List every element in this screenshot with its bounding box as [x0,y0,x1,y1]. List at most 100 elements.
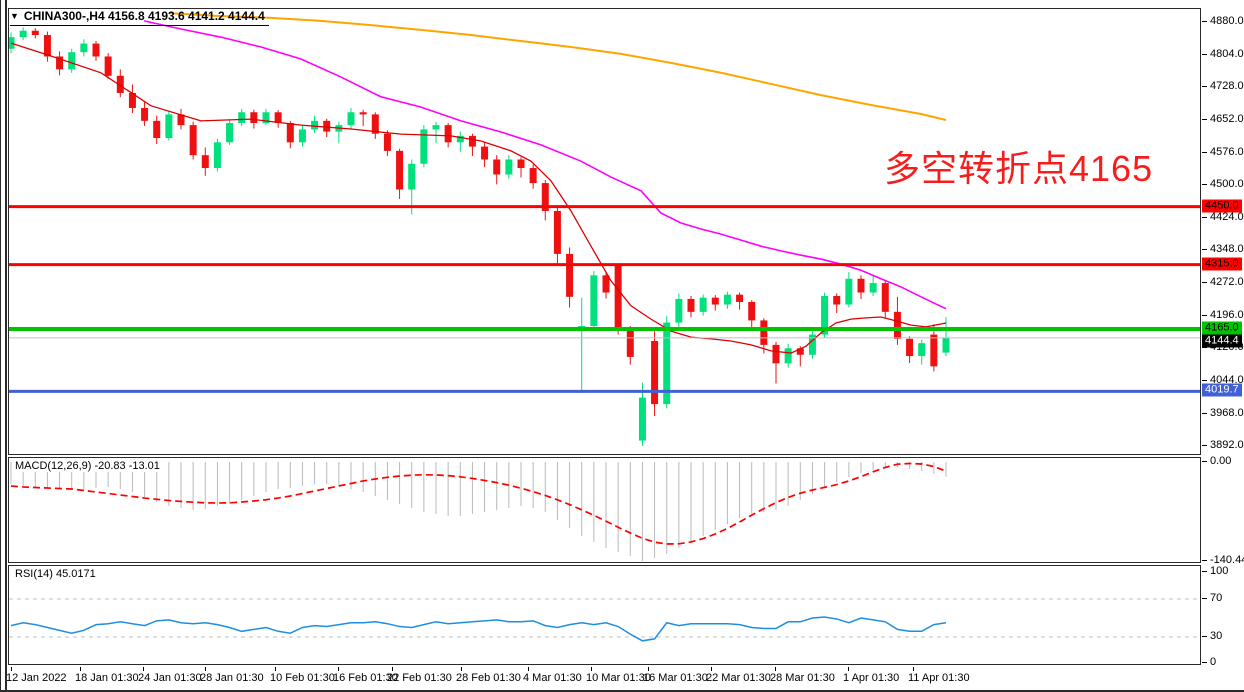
bear-candle [493,155,501,185]
rsi-label: RSI(14) 45.0171 [13,568,98,580]
price-tick-mark [1202,53,1207,55]
price-tick-mark [1202,86,1207,88]
candlestick-plot[interactable] [9,9,1200,454]
main-price-chart[interactable] [8,8,1201,455]
rsi-plot[interactable] [9,566,1200,664]
bear-candle [286,120,294,149]
rsi-line [10,616,947,642]
rsi-axis-label: 0 [1210,656,1217,668]
time-label: 16 Mar 01:30 [643,672,708,684]
time-label: 22 Mar 01:30 [706,672,771,684]
bear-candle [736,292,744,310]
time-label: 10 Feb 01:30 [270,672,335,684]
time-tick-mark [275,667,276,671]
time-label: 12 Jan 2022 [6,672,67,684]
current-price-chip: 4144.4 [1202,334,1242,348]
bear-candle [614,263,622,335]
rsi-axis-tick [1202,636,1207,637]
bear-candle [396,148,404,199]
bull-candle [19,27,27,41]
bull-candle [213,138,221,172]
symbol-ohlc-title: CHINA300-,H4 4156.8 4193.6 4141.2 4144.4 [23,9,265,23]
bull-candle [311,115,319,133]
macd-plot[interactable] [9,458,1200,562]
rsi-axis-tick [1202,662,1207,663]
price-tick-mark [1202,412,1207,414]
window-bottom-edge [0,690,1244,692]
bull-candle [347,107,355,130]
bear-candle [31,28,39,39]
rsi-axis-label: 100 [1210,565,1229,577]
bear-candle [626,325,634,365]
macd-signal-line [10,462,947,545]
bear-candle [760,318,768,354]
bear-candle [930,324,938,372]
price-tick-mark [1202,379,1207,381]
rsi-axis-label: 70 [1210,592,1223,604]
chinese-annotation-text: 多空转折点4165 [884,148,1154,189]
window-left-edge-inner [5,0,7,690]
time-tick-mark [11,667,12,671]
bear-candle [481,142,489,168]
price-tick-label: 4272.0 [1210,276,1244,289]
price-tick-mark [1202,445,1207,447]
bull-candle [784,344,792,368]
bear-candle [274,110,282,128]
time-tick-mark [80,667,81,671]
time-tick-mark [648,667,649,671]
time-label: 4 Mar 01:30 [523,672,582,684]
time-tick-mark [591,667,592,671]
price-tick-label: 3892.0 [1210,439,1244,452]
price-tick-mark [1202,282,1207,284]
rsi-indicator-panel[interactable]: RSI(14) 45.0171 [8,565,1201,665]
price-tick-mark [1202,216,1207,218]
time-scale[interactable]: 12 Jan 2022 18 Jan 01:30 24 Jan 01:30 28 Ja… [0,667,1244,690]
time-tick-mark [848,667,849,671]
bear-candle [796,346,804,367]
time-label: 28 Feb 01:30 [456,672,521,684]
price-tick-mark [1202,151,1207,153]
symbol-dropdown-icon[interactable]: ▼ [10,11,19,21]
ma-fast-red-line [10,42,947,354]
price-tick-label: 4728.0 [1210,80,1244,93]
time-label: 1 Apr 01:30 [843,672,900,684]
bull-candle [675,293,683,327]
bull-candle [845,271,853,308]
bull-candle [420,125,428,168]
ma-mid-magenta-line [143,20,947,310]
macd-axis-label: 0.00 [1210,455,1232,467]
bear-candle [92,41,100,61]
price-scale[interactable]: 4880.0 4804.0 4728.0 4652.0 4576.0 4500.0 4424… [1201,0,1244,692]
bull-candle [808,331,816,359]
bear-candle [553,207,561,264]
bull-candle [298,125,306,147]
time-tick-mark [143,667,144,671]
chart-title-bar: ▼ CHINA300-,H4 4156.8 4193.6 4141.2 4144… [10,9,269,26]
rsi-axis-tick [1202,571,1207,572]
price-tick-label: 4880.0 [1210,15,1244,28]
price-tick-label: 4044.0 [1210,373,1244,386]
time-label: 22 Feb 01:30 [387,672,452,684]
bear-candle [833,293,841,314]
macd-axis-tick [1202,461,1207,462]
price-tick-label: 4348.0 [1210,243,1244,256]
time-tick-mark [461,667,462,671]
macd-indicator-panel[interactable]: MACD(12,26,9) -20.83 -13.01 [8,457,1201,563]
time-tick-mark [338,667,339,671]
bear-candle [43,31,51,62]
macd-axis-tick [1202,560,1207,562]
time-tick-mark [711,667,712,671]
bull-candle [238,108,246,126]
bear-candle [189,121,197,160]
bear-candle [383,130,391,157]
time-tick-mark [392,667,393,671]
bear-candle [104,53,112,79]
bull-candle [456,131,464,152]
bull-candle [432,121,440,144]
bull-candle [918,339,926,365]
rsi-axis-tick [1202,598,1207,599]
bear-candle [153,115,161,145]
bear-candle [881,280,889,318]
bull-candle [262,108,270,126]
